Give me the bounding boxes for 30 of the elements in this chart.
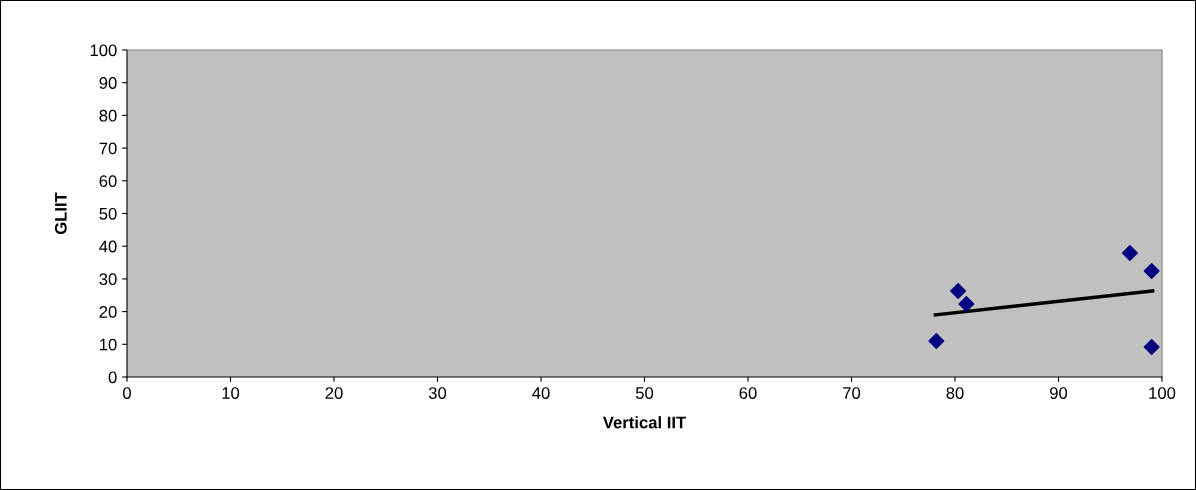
y-axis-title: GLIIT [54,192,67,235]
point [1121,245,1138,262]
y-tick-label: 80 [99,109,117,122]
x-tick-label: 40 [532,387,550,399]
x-tick-label: 80 [946,387,964,399]
point [928,333,945,350]
point [1143,263,1160,280]
y-tick-label: 20 [99,306,117,318]
x-tick-label: 100 [1149,387,1176,399]
point [958,296,975,313]
y-tick-label: 0 [108,371,117,384]
y-tick-label: 40 [99,240,117,253]
x-tick-label: 10 [222,387,240,399]
x-tick-label: 0 [123,387,131,399]
y-tick-label: 10 [100,338,117,351]
x-tick-label: 50 [635,387,654,399]
point [950,283,967,299]
x-tick-label: 20 [325,387,343,399]
y-tick-label: 100 [90,44,117,57]
point [1143,338,1160,355]
y-tick-label: 90 [99,77,117,89]
x-axis-title: Vertical IIT [602,416,687,429]
y-tick-label: 70 [99,142,117,155]
x-tick-label: 90 [1050,387,1068,399]
y-tick-label: 30 [99,273,117,286]
x-tick-label: 60 [739,387,757,399]
x-tick-label: 70 [843,387,861,399]
y-tick-label: 60 [99,175,117,187]
x-tick-label: 30 [428,387,447,399]
y-tick-label: 50 [99,207,117,220]
